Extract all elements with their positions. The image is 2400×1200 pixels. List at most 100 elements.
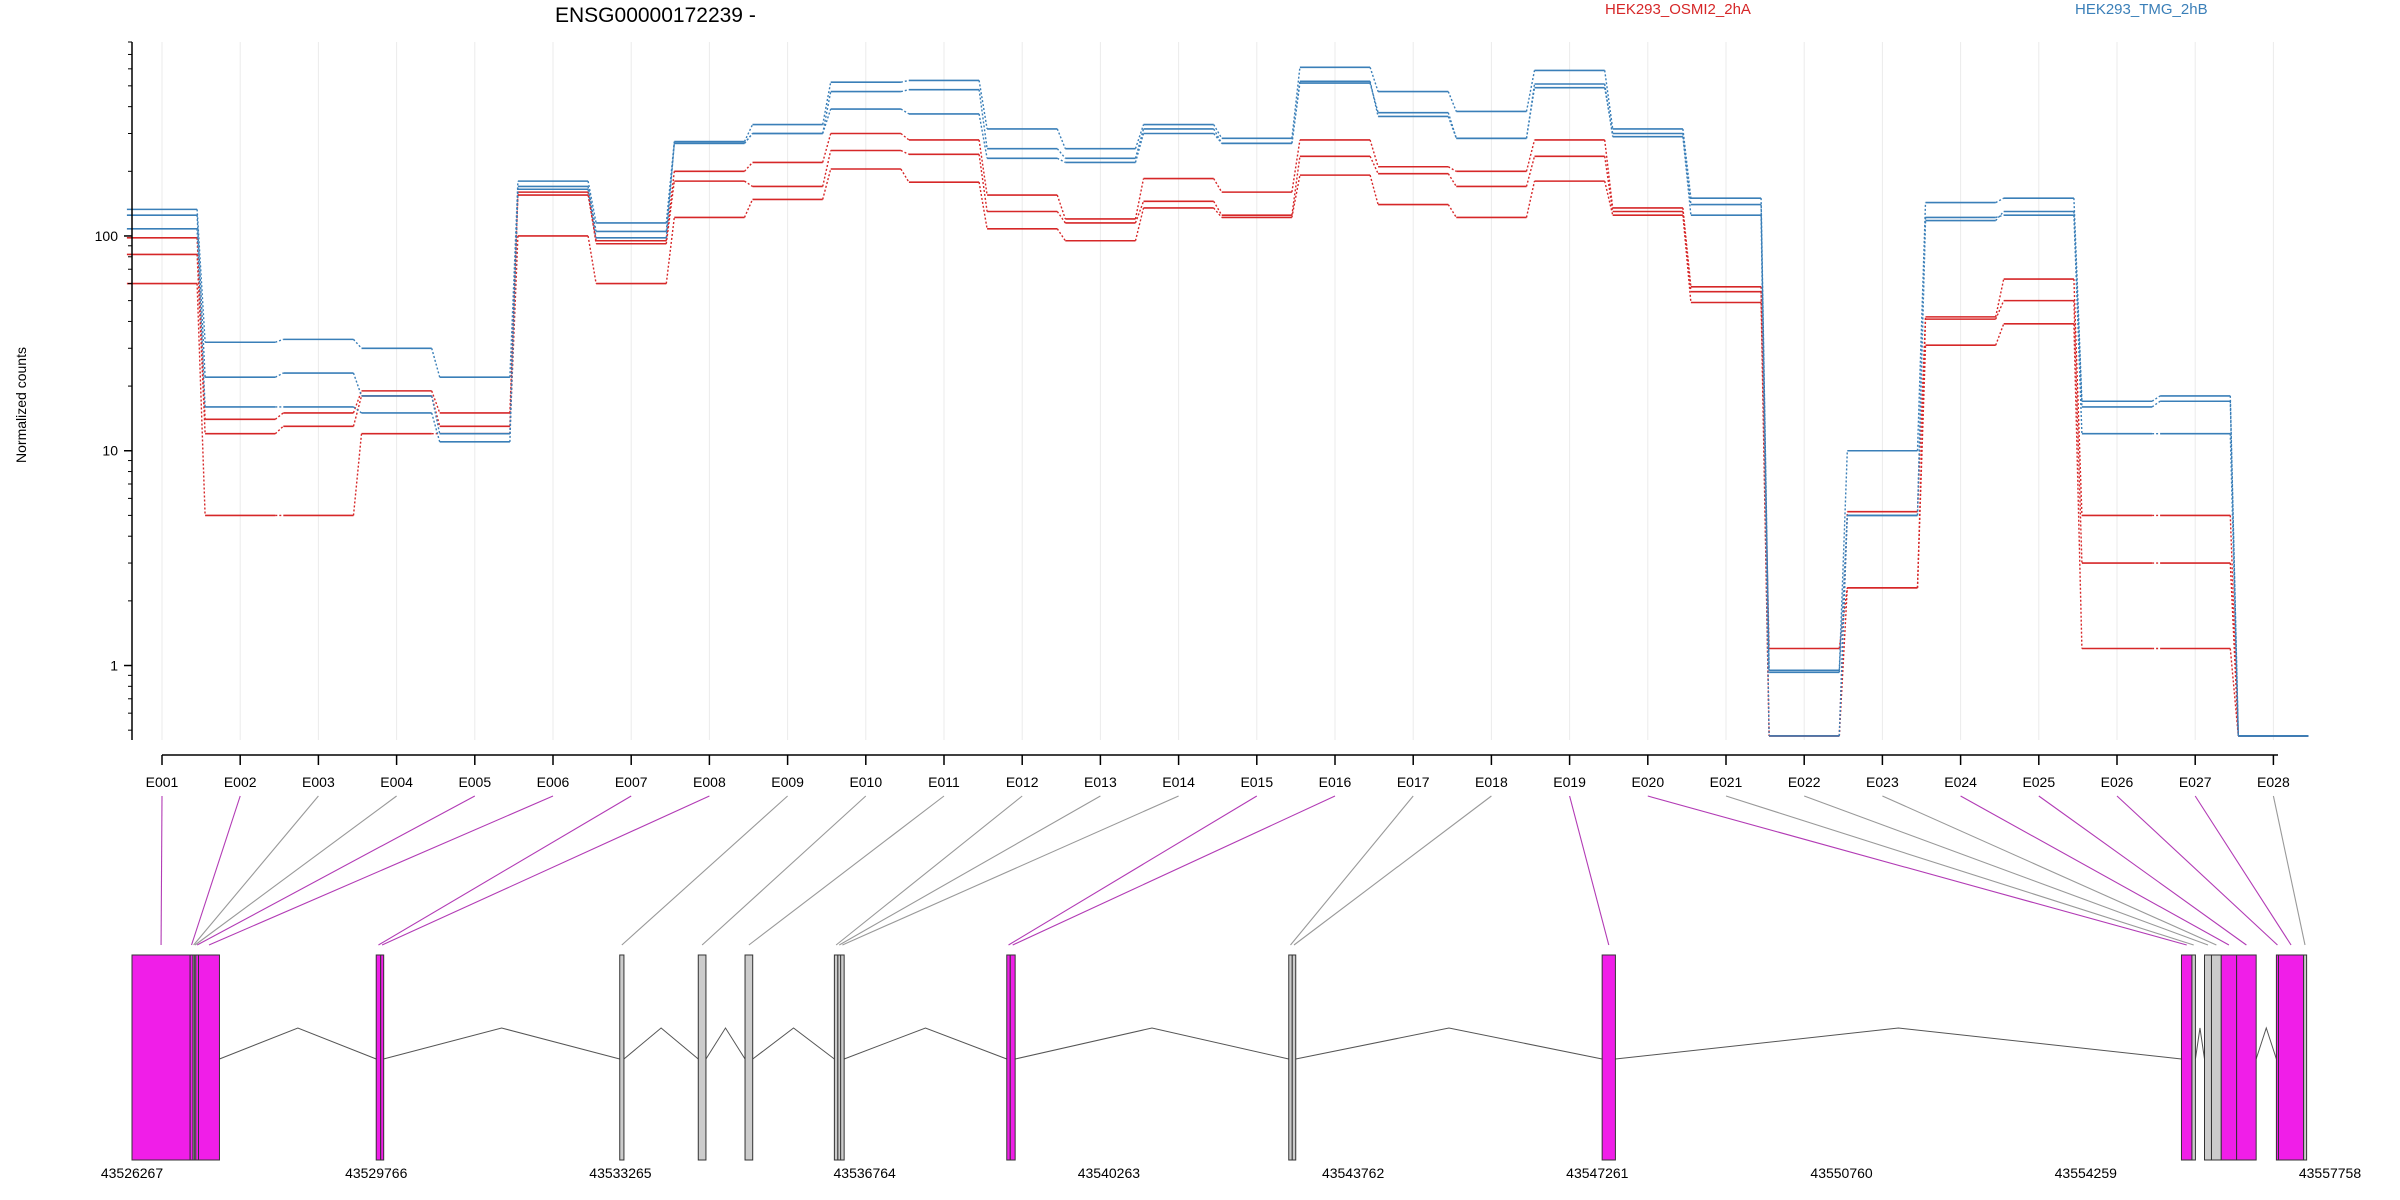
series-transition — [822, 150, 832, 187]
series-tmg-5 — [126, 80, 2309, 737]
exon-bin-e025 — [2236, 954, 2257, 1161]
series-transition — [978, 113, 988, 159]
exon-bin-e018 — [1291, 954, 1297, 1161]
splice-junction — [2255, 1026, 2277, 1060]
exon-bin-e022 — [2204, 954, 2212, 1161]
series-transition — [1525, 139, 1536, 172]
x-tick-label: E006 — [537, 774, 570, 790]
chart-series — [126, 66, 2309, 737]
series-transition — [1369, 82, 1379, 113]
x-tick-label: E022 — [1788, 774, 1821, 790]
y-ticks: 100 10 1 — [95, 41, 132, 731]
y-tick-label: 10 — [102, 443, 118, 459]
series-transition — [274, 425, 284, 435]
series-osmi2-1 — [126, 149, 2309, 737]
series-transition — [196, 254, 206, 434]
x-ticks: E001 E002 E003 E004 E005 E006 E007 E008 E009 E010… — [146, 755, 2290, 790]
splice-junction — [752, 1027, 835, 1060]
series-transition — [2151, 400, 2161, 408]
series-transition — [900, 88, 910, 93]
bin-connector — [1804, 795, 2209, 946]
splice-junction — [705, 1027, 746, 1060]
series-transition — [1447, 116, 1457, 139]
series-transition — [587, 189, 597, 238]
x-tick-label: E020 — [1631, 774, 1664, 790]
y-tick-label: 1 — [110, 658, 118, 674]
series-transition — [1995, 323, 2005, 346]
series-transition — [822, 168, 832, 200]
coordinate-label: 43540263 — [1078, 1165, 1141, 1181]
series-transition — [1916, 217, 1927, 516]
exon-bin-e009 — [619, 954, 625, 1161]
series-transition — [1369, 67, 1379, 92]
coordinate-label: 43557758 — [2299, 1165, 2362, 1181]
bin-connector — [1725, 795, 2194, 946]
y-axis-label: Normalized counts — [13, 347, 29, 463]
bin-connector — [842, 795, 1179, 946]
series-transition — [900, 168, 910, 183]
series-transition — [665, 217, 675, 284]
series-transition — [1213, 124, 1223, 139]
series-transition — [1291, 81, 1301, 144]
exon-bin-e011 — [744, 954, 754, 1161]
series-transition — [822, 82, 832, 125]
series-transition — [1134, 133, 1145, 163]
coordinate-label: 43529766 — [345, 1165, 408, 1181]
series-transition — [1134, 128, 1145, 159]
exon-bin-e007 — [375, 954, 382, 1161]
x-tick-label: E014 — [1162, 774, 1195, 790]
series-transition — [1134, 207, 1145, 241]
series-transition — [1447, 204, 1457, 218]
series-transition — [1447, 91, 1457, 112]
series-transition — [1369, 155, 1379, 174]
gene-model — [131, 954, 2308, 1161]
coordinate-label: 43533265 — [589, 1165, 652, 1181]
series-transition — [1995, 214, 2004, 219]
x-tick-label: E026 — [2101, 774, 2134, 790]
exon-bin-e001 — [131, 954, 191, 1161]
series-transition — [1056, 128, 1066, 149]
x-tick-label: E024 — [1944, 774, 1977, 790]
exon-bin-e017 — [1288, 954, 1293, 1161]
series-transition — [1056, 228, 1066, 242]
series-transition — [1369, 139, 1379, 167]
bin-connector — [1960, 795, 2230, 946]
series-transition — [587, 235, 597, 284]
exon-bin-e021 — [2191, 954, 2196, 1161]
series-transition — [743, 124, 754, 142]
series-transition — [1525, 180, 1536, 218]
series-osmi2-2 — [126, 168, 2309, 737]
bin-connector — [1569, 795, 1610, 946]
coordinate-label: 43536764 — [834, 1165, 897, 1181]
series-transition — [900, 79, 910, 83]
x-tick-label: E001 — [146, 774, 179, 790]
series-transition — [1447, 173, 1457, 187]
bin-connector — [2194, 795, 2292, 946]
bin-connector — [1647, 795, 2187, 946]
chart-gridlines — [161, 42, 2274, 740]
splice-junction — [1015, 1027, 1289, 1060]
series-transition — [1995, 278, 2005, 318]
coordinate-label: 43526267 — [101, 1165, 164, 1181]
series-transition — [2229, 648, 2239, 737]
coordinate-label: 43543762 — [1322, 1165, 1385, 1181]
bin-connector — [748, 795, 945, 946]
series-transition — [352, 395, 363, 427]
series-transition — [1525, 70, 1536, 112]
bin-connector — [2272, 795, 2306, 946]
series-transition — [1604, 70, 1614, 130]
bin-connector — [196, 795, 476, 946]
x-tick-label: E009 — [771, 774, 804, 790]
series-transition — [352, 372, 363, 397]
bin-connector — [208, 795, 554, 946]
series-transition — [1916, 345, 1927, 588]
chart-axes — [131, 42, 2278, 756]
series-transition — [1604, 156, 1614, 212]
series-transition — [274, 412, 284, 420]
series-transition — [978, 154, 988, 212]
series-transition — [1838, 450, 1848, 671]
exon-bin-e015 — [1006, 954, 1011, 1161]
series-transition — [1995, 197, 2005, 204]
series-transition — [744, 180, 753, 188]
exon-bin-e014 — [840, 954, 845, 1161]
